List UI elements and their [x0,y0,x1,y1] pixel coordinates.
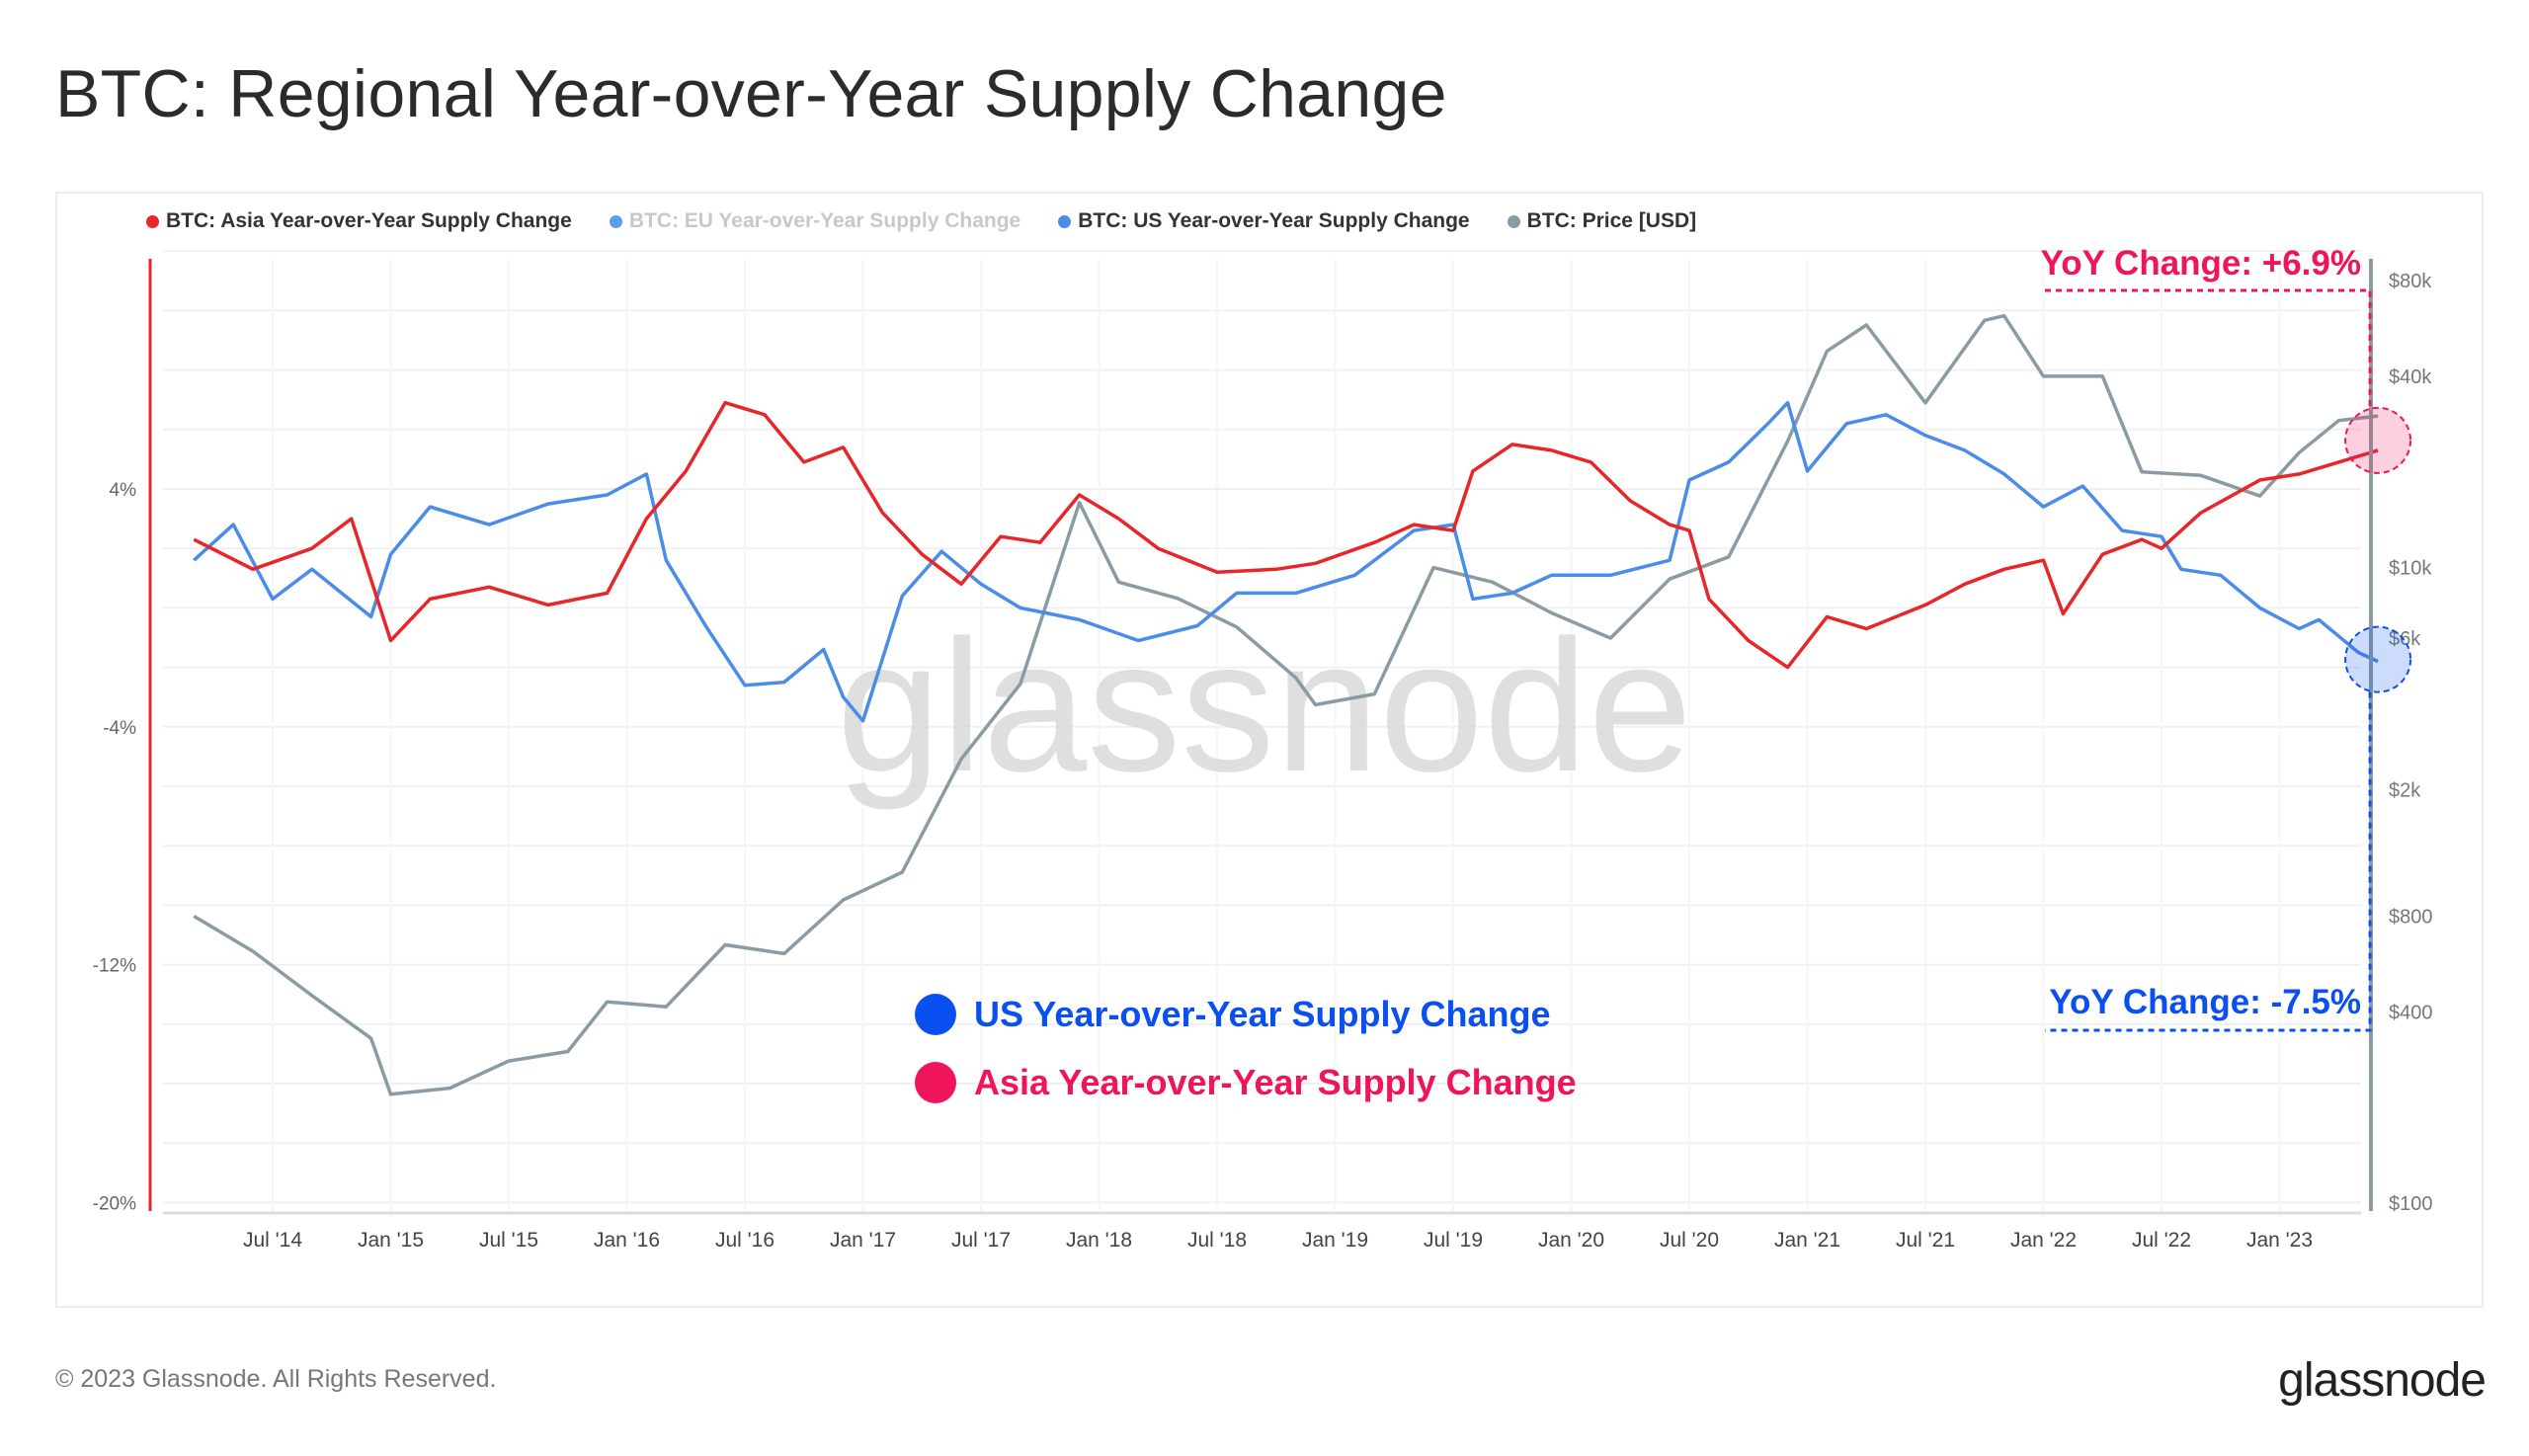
legend-dot [1507,214,1520,228]
x-tick-label: Jan '23 [2246,1229,2313,1252]
legend-dot [609,214,622,228]
x-tick-label: Jul '15 [479,1229,538,1252]
y-right-tick-label: $10k [2389,558,2432,580]
x-tick-label: Jan '16 [594,1229,660,1252]
glassnode-logo: glassnode [2278,1354,2487,1407]
watermark: glassnode [837,602,1692,811]
x-tick-label: Jan '22 [2010,1229,2077,1252]
chart-container [55,192,2484,1308]
y-left-tick-label: 4% [110,480,137,501]
x-tick-label: Jan '15 [358,1229,424,1252]
us-annotation-label: US Year-over-Year Supply Change [974,994,1551,1034]
y-right-tick-label: $800 [2389,906,2433,928]
us-dot-icon [915,994,956,1035]
y-left-tick-label: -12% [93,956,136,977]
x-tick-label: Jul '19 [1424,1229,1483,1252]
y-right-tick-label: $2k [2389,779,2421,801]
asia-annotation: Asia Year-over-Year Supply Change [915,1062,1577,1103]
series-line-asia [193,400,2379,670]
legend-dot [146,214,159,228]
y-left-tick-label: -20% [93,1193,136,1214]
y-right-tick-label: $80k [2389,271,2432,292]
legend-item-asia[interactable]: BTC: Asia Year-over-Year Supply Change [146,209,572,233]
x-tick-label: Jul '21 [1896,1229,1955,1252]
x-tick-label: Jan '17 [830,1229,896,1252]
series-line-price [193,313,2379,1096]
y-right-tick-label: $6k [2389,628,2421,650]
y-right-tick-label: $40k [2389,366,2432,388]
legend-label: BTC: Asia Year-over-Year Supply Change [166,209,572,232]
legend-item-price[interactable]: BTC: Price [USD] [1507,209,1697,233]
x-tick-label: Jan '20 [1538,1229,1604,1252]
asia-annotation-label: Asia Year-over-Year Supply Change [974,1062,1577,1102]
legend-label: BTC: US Year-over-Year Supply Change [1078,209,1470,232]
legend-item-us[interactable]: BTC: US Year-over-Year Supply Change [1058,209,1470,233]
chart-legend: BTC: Asia Year-over-Year Supply Change B… [146,209,1696,233]
x-tick-label: Jan '18 [1066,1229,1132,1252]
us-annotation: US Year-over-Year Supply Change [915,994,1551,1035]
asia-dot-icon [915,1062,956,1103]
x-tick-label: Jan '21 [1774,1229,1840,1252]
legend-dot [1058,214,1072,228]
legend-item-eu[interactable]: BTC: EU Year-over-Year Supply Change [609,209,1021,233]
legend-label: BTC: EU Year-over-Year Supply Change [628,209,1021,232]
x-tick-label: Jan '19 [1302,1229,1368,1252]
legend-label: BTC: Price [USD] [1526,209,1697,232]
x-tick-label: Jul '14 [243,1229,302,1252]
us-leader-line [2045,691,2372,1032]
asia-leader-line [2045,288,2372,408]
x-tick-label: Jul '17 [951,1229,1011,1252]
us-yoy-label: YoY Change: -7.5% [2049,983,2361,1021]
copyright: © 2023 Glassnode. All Rights Reserved. [55,1365,497,1393]
asia-yoy-label: YoY Change: +6.9% [2040,244,2361,283]
y-right-tick-label: $400 [2389,1002,2433,1023]
y-right-tick-label: $100 [2389,1193,2433,1215]
x-tick-label: Jul '16 [715,1229,775,1252]
x-tick-label: Jul '22 [2132,1229,2191,1252]
x-tick-label: Jul '18 [1187,1229,1247,1252]
us-highlight-circle [2344,625,2412,693]
series-line-us [193,400,2379,723]
page-title: BTC: Regional Year-over-Year Supply Chan… [55,56,1447,131]
asia-highlight-circle [2344,406,2412,474]
y-left-tick-label: -4% [103,718,136,739]
x-tick-label: Jul '20 [1660,1229,1719,1252]
